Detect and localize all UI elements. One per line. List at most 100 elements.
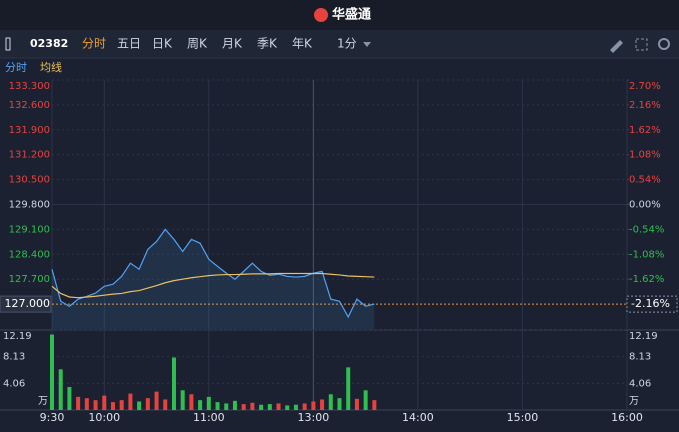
y-tick-label: 129.800 — [9, 200, 50, 211]
collapse-icon[interactable] — [5, 37, 11, 51]
volume-bar — [171, 357, 176, 410]
volume-tick-label: 12.19 — [629, 331, 658, 342]
tab[interactable]: 年K — [292, 37, 313, 51]
volume-tick-label: 4.06 — [3, 378, 25, 389]
volume-bar — [328, 394, 333, 410]
volume-unit: 万 — [629, 396, 639, 407]
x-tick-label: 11:00 — [193, 411, 225, 424]
x-tick-label: 10:00 — [88, 411, 120, 424]
volume-bar — [102, 395, 107, 410]
volume-bar — [224, 403, 229, 410]
y-tick-label: 132.600 — [9, 100, 50, 111]
app-title: 华盛通 — [332, 7, 371, 23]
volume-bar — [50, 334, 54, 410]
y2-tick-label: -1.62% — [629, 274, 664, 285]
volume-bar — [276, 403, 281, 410]
volume-unit: 万 — [38, 396, 48, 407]
y2-tick-label: 1.62% — [629, 125, 661, 136]
tab[interactable]: 分时 — [82, 37, 106, 51]
volume-bar — [206, 396, 211, 410]
last-price-label: 127.000 — [5, 297, 51, 310]
y2-tick-label: -0.54% — [629, 224, 664, 235]
tab[interactable]: 周K — [187, 37, 208, 51]
y2-tick-label: -1.08% — [629, 249, 664, 260]
volume-bar — [311, 401, 316, 410]
volume-bar — [180, 390, 185, 410]
y-tick-label: 131.900 — [9, 125, 50, 136]
volume-bar — [137, 401, 142, 410]
series-line — [51, 228, 375, 319]
tab[interactable]: 月K — [222, 37, 243, 51]
last-change-box — [626, 295, 678, 313]
volume-bar — [241, 404, 246, 410]
stock-code: 02382 — [30, 37, 68, 50]
volume-bar — [58, 369, 63, 410]
logo-icon — [314, 8, 328, 22]
volume-bar — [354, 398, 359, 410]
volume-bar — [293, 404, 298, 410]
volume-bar — [363, 390, 368, 410]
y2-tick-label: 1.08% — [629, 150, 661, 161]
volume-bar — [67, 387, 72, 410]
volume-bar — [372, 400, 377, 410]
volume-bar — [337, 398, 342, 410]
period-select[interactable]: 1分 — [337, 37, 357, 51]
volume-bar — [250, 402, 255, 410]
y-tick-label: 128.400 — [9, 249, 50, 260]
volume-bar — [285, 405, 290, 410]
volume-bar — [346, 367, 351, 410]
y-tick-label: 127.700 — [9, 274, 50, 285]
tab[interactable]: 五日 — [117, 37, 141, 51]
volume-bar — [154, 391, 159, 410]
volume-bar — [163, 399, 168, 410]
header-bar — [0, 0, 679, 30]
settings-icon[interactable] — [658, 38, 670, 50]
y2-tick-label: 2.70% — [629, 81, 661, 92]
y2-tick-label: 0.00% — [629, 200, 661, 211]
volume-bar — [93, 400, 98, 410]
y-tick-label: 129.100 — [9, 224, 50, 235]
volume-bar — [198, 400, 203, 410]
volume-bar — [84, 398, 89, 410]
volume-bar — [259, 404, 264, 410]
volume-tick-label: 8.13 — [629, 352, 651, 363]
dropdown-arrow[interactable] — [363, 42, 371, 47]
x-tick-label: 16:00 — [611, 411, 643, 424]
toolbar — [0, 30, 679, 58]
tab[interactable]: 日K — [152, 37, 173, 51]
y2-tick-label: 0.54% — [629, 175, 661, 186]
volume-tick-label: 4.06 — [629, 378, 651, 389]
x-tick-label: 9:30 — [40, 411, 65, 424]
edit-icon[interactable] — [610, 40, 623, 53]
price-area — [52, 229, 375, 329]
volume-tick-label: 12.19 — [3, 331, 32, 342]
x-tick-label: 13:00 — [298, 411, 330, 424]
volume-bar — [128, 393, 133, 410]
series-line — [51, 272, 375, 299]
legend-entry: 均线 — [40, 60, 62, 74]
expand-icon[interactable] — [635, 38, 648, 51]
volume-bar — [232, 400, 237, 410]
volume-bar — [215, 402, 220, 410]
volume-bar — [267, 404, 272, 410]
volume-bar — [302, 403, 307, 410]
volume-bar — [76, 396, 81, 410]
volume-bar — [320, 399, 325, 410]
x-tick-label: 14:00 — [402, 411, 434, 424]
last-change-label: -2.16% — [631, 297, 670, 310]
volume-bar — [189, 394, 194, 410]
y-tick-label: 130.500 — [9, 175, 50, 186]
legend-entry: 分时 — [5, 61, 27, 74]
volume-bar — [119, 400, 124, 410]
volume-bar — [110, 402, 115, 410]
y-tick-label: 133.300 — [9, 81, 50, 92]
last-price-box — [0, 295, 52, 313]
tab[interactable]: 季K — [257, 37, 278, 51]
x-tick-label: 15:00 — [507, 411, 539, 424]
volume-tick-label: 8.13 — [3, 352, 25, 363]
volume-bar — [145, 398, 150, 410]
y-tick-label: 131.200 — [9, 150, 50, 161]
y2-tick-label: 2.16% — [629, 100, 661, 111]
